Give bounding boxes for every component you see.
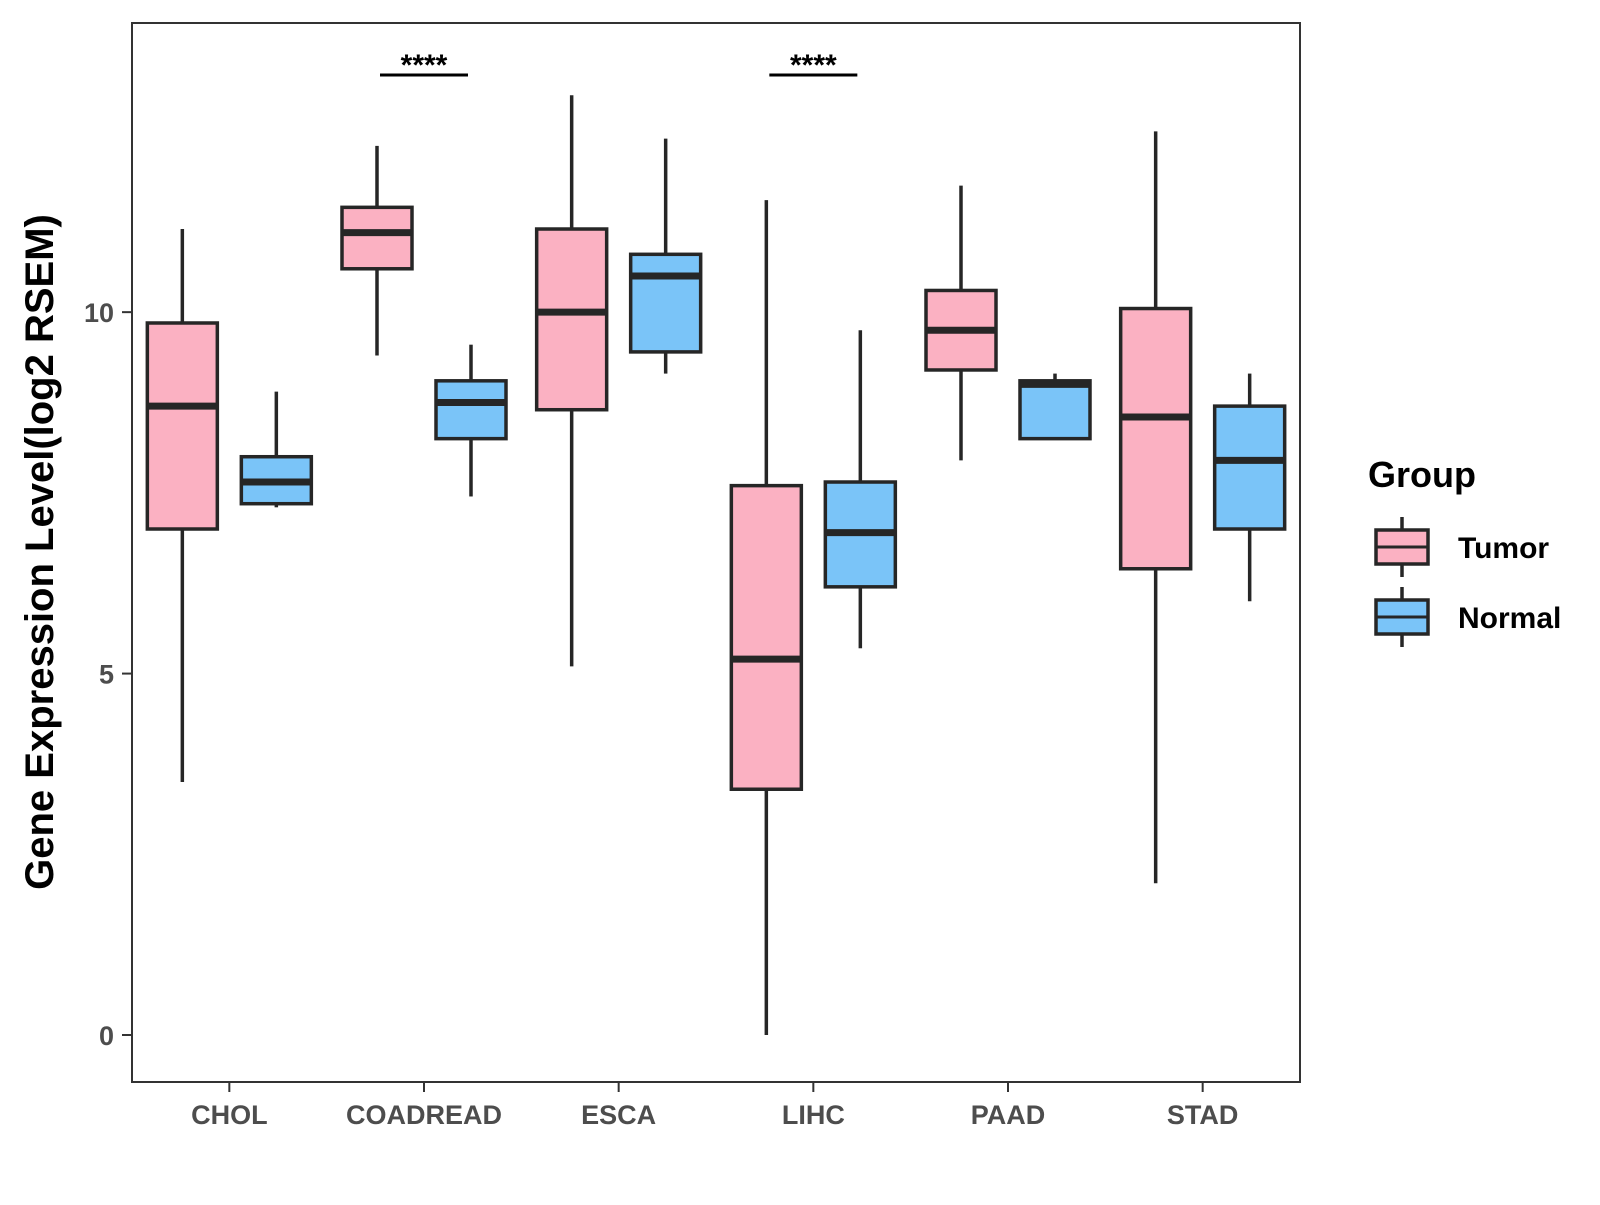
y-tick-label: 0 — [99, 1021, 114, 1051]
box-tumor-paad — [924, 185, 998, 461]
x-tick-label: COADREAD — [346, 1100, 502, 1130]
legend-label-normal: Normal — [1458, 602, 1561, 635]
box-normal-stad — [1212, 373, 1287, 602]
significance-lihc: **** — [769, 49, 858, 82]
box-normal-paad — [1018, 373, 1092, 441]
y-tick-label: 5 — [99, 660, 114, 690]
legend-key-tumor — [1374, 517, 1430, 577]
box-body — [145, 321, 220, 531]
box-normal-chol — [239, 391, 314, 508]
significance-label: **** — [790, 49, 837, 82]
y-axis-title: Gene Expression Level(log2 RSEM) — [18, 214, 62, 890]
box-body — [729, 483, 804, 791]
box-normal-coadread — [434, 344, 508, 497]
box-body — [1018, 379, 1092, 441]
y-tick-label: 10 — [84, 298, 114, 328]
x-tick-label: LIHC — [782, 1100, 845, 1130]
box-tumor-stad — [1118, 131, 1193, 884]
significance-label: **** — [401, 49, 448, 82]
legend-label-tumor: Tumor — [1458, 532, 1549, 565]
significance-coadread: **** — [380, 49, 468, 82]
box-body — [1212, 404, 1287, 531]
box-tumor-lihc — [729, 200, 804, 1036]
box-body — [534, 227, 609, 412]
box-body — [340, 205, 414, 271]
x-tick-label: ESCA — [581, 1100, 656, 1130]
x-tick-label: PAAD — [971, 1100, 1046, 1130]
x-tick-label: STAD — [1167, 1100, 1239, 1130]
box-tumor-chol — [145, 229, 220, 783]
plot-background — [132, 23, 1300, 1082]
box-normal-lihc — [823, 330, 898, 649]
plot-border — [131, 22, 1301, 1083]
box-tumor-coadread — [340, 145, 414, 356]
legend-key-normal — [1374, 587, 1430, 647]
box-body — [434, 379, 508, 441]
x-tick-label: CHOL — [191, 1100, 268, 1130]
box-body — [628, 252, 703, 354]
box-body — [1118, 306, 1193, 571]
legend-title: Group — [1368, 454, 1476, 495]
box-normal-esca — [628, 138, 703, 374]
box-tumor-esca — [534, 95, 609, 667]
